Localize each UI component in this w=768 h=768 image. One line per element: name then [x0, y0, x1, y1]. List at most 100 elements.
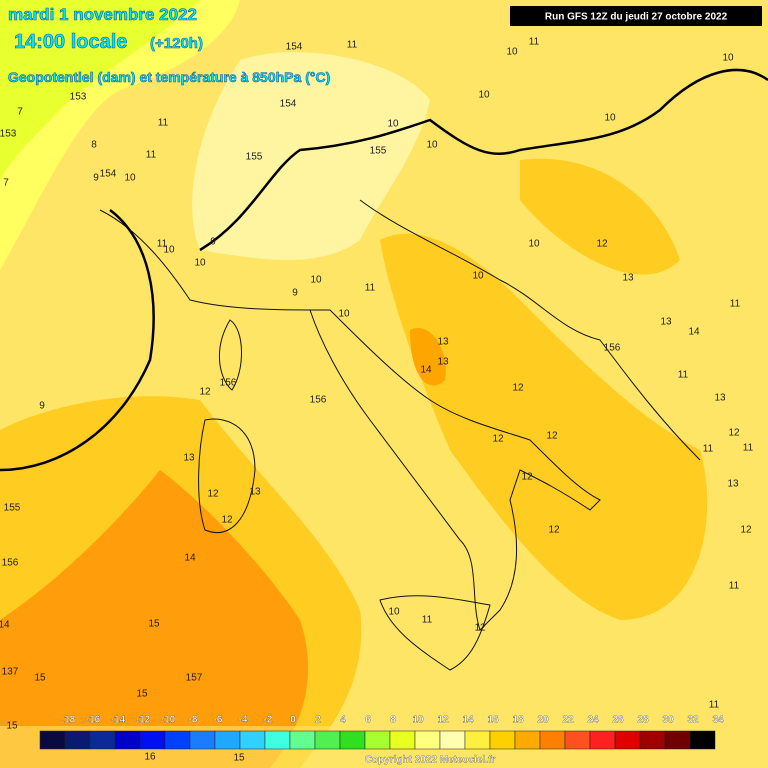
contour-label: 8 [91, 140, 97, 151]
colorbar-cell [514, 730, 541, 750]
colorbar-label: 12 [437, 715, 449, 726]
contour-label: 10 [722, 53, 734, 64]
colorbar-cell [489, 730, 516, 750]
colorbar-label: 20 [537, 715, 549, 726]
colorbar-cell [314, 730, 341, 750]
date: mardi 1 novembre 2022 [8, 5, 197, 24]
colorbar-label: 2 [315, 715, 321, 726]
contour-label: 12 [546, 431, 558, 442]
contour-label: 10 [426, 140, 438, 151]
contour-label: 15 [136, 689, 148, 700]
contour-label: 157 [186, 673, 203, 684]
contour-label: 13 [437, 357, 449, 368]
contour-label: 11 [743, 443, 754, 454]
contour-label: 12 [728, 428, 740, 439]
contour-label: 11 [157, 239, 168, 250]
italy [309, 309, 601, 631]
colorbar-cell [289, 730, 316, 750]
warm-zone-east [380, 233, 708, 620]
colorbar-label: 28 [637, 715, 649, 726]
colorbar-cell [64, 730, 91, 750]
contour-label: 10 [124, 173, 136, 184]
colorbar: -18 -16 -14 -12 -10 -8 -6 -4 -2 0 2 4 6 8 10 12 14 16 18 20… [39, 714, 724, 750]
colorbar-label: 6 [365, 715, 371, 726]
contour-label: 153 [0, 129, 17, 140]
contour-label: 156 [310, 395, 327, 406]
contour-label: 10 [163, 245, 175, 256]
contour-label: 154 [280, 99, 297, 110]
contour-label: 11 [729, 581, 740, 592]
contour-label: 12 [199, 387, 211, 398]
colorbar-cell [339, 730, 366, 750]
subtitle: Geopotentiel (dam) et température à 850h… [8, 69, 330, 85]
colorbar-label: -16 [86, 715, 101, 726]
coast-north [99, 199, 701, 461]
contour-label: 12 [521, 472, 533, 483]
colorbar-label: 22 [562, 715, 574, 726]
contour-label: 10 [506, 47, 518, 58]
contour-label: 11 [146, 150, 157, 161]
contour-label: 10 [194, 258, 206, 269]
contour-label: 13 [183, 453, 195, 464]
colorbar-cell [664, 730, 691, 750]
contour-label: 9 [292, 288, 298, 299]
colorbar-cell [239, 730, 266, 750]
coastlines [99, 199, 701, 671]
contour-label: 156 [2, 558, 19, 569]
contour-label: 11 [347, 40, 358, 51]
contour-label: 12 [474, 623, 486, 634]
time: 14:00 locale [14, 31, 127, 53]
hot-zone [0, 470, 309, 768]
contour-label: 13 [249, 487, 261, 498]
contour-label: 10 [528, 239, 540, 250]
colorbar-cell [139, 730, 166, 750]
contour-label: 14 [0, 620, 10, 631]
contour-label: 12 [512, 383, 524, 394]
contour-label: 12 [740, 525, 752, 536]
contour-label: 11 [709, 700, 720, 711]
sicily [379, 595, 491, 671]
warm-zone-balkans [520, 158, 680, 275]
colorbar-label: 10 [412, 715, 424, 726]
contour-label: 13 [660, 317, 672, 328]
contour-label: 11 [730, 299, 741, 310]
lead-time: (+120h) [150, 35, 203, 52]
contour-label: 11 [529, 37, 540, 48]
colorbar-label: 26 [612, 715, 624, 726]
contour-label: 12 [221, 515, 233, 526]
colorbar-cell [689, 730, 716, 750]
sardinia [198, 418, 256, 533]
colorbar-cell [539, 730, 566, 750]
contour-label: 14 [688, 327, 700, 338]
contour-label: 9 [39, 401, 45, 412]
contour-label: 16 [144, 752, 156, 763]
copyright: Copyright 2022 Meteociel.fr [365, 755, 496, 766]
run-info: Run GFS 12Z du jeudi 27 octobre 2022 [545, 12, 728, 23]
contour-label: 155 [370, 146, 387, 157]
contour-label: 156 [604, 343, 621, 354]
colorbar-cell [114, 730, 141, 750]
contour-label: 12 [548, 525, 560, 536]
contour-label: 13 [727, 479, 739, 490]
contour [0, 209, 155, 472]
contour-label: 15 [6, 721, 18, 732]
contour-label: 15 [233, 753, 245, 764]
contour-label: 10 [472, 271, 484, 282]
colorbar-cell [214, 730, 241, 750]
contour-label: 10 [387, 119, 399, 130]
contour-label: 10 [310, 275, 322, 286]
contour-label: 10 [478, 90, 490, 101]
contour-label: 13 [437, 337, 449, 348]
contour-label: 155 [4, 503, 21, 514]
colorbar-cell [89, 730, 116, 750]
run-box [510, 6, 762, 26]
colorbar-cell [614, 730, 641, 750]
contour-label: 156 [220, 378, 237, 389]
contour-label: 7 [17, 107, 23, 118]
colorbar-label: -18 [61, 715, 76, 726]
colorbar-cell [464, 730, 491, 750]
contour-label: 9 [93, 173, 99, 184]
contour-label: 153 [70, 92, 87, 103]
